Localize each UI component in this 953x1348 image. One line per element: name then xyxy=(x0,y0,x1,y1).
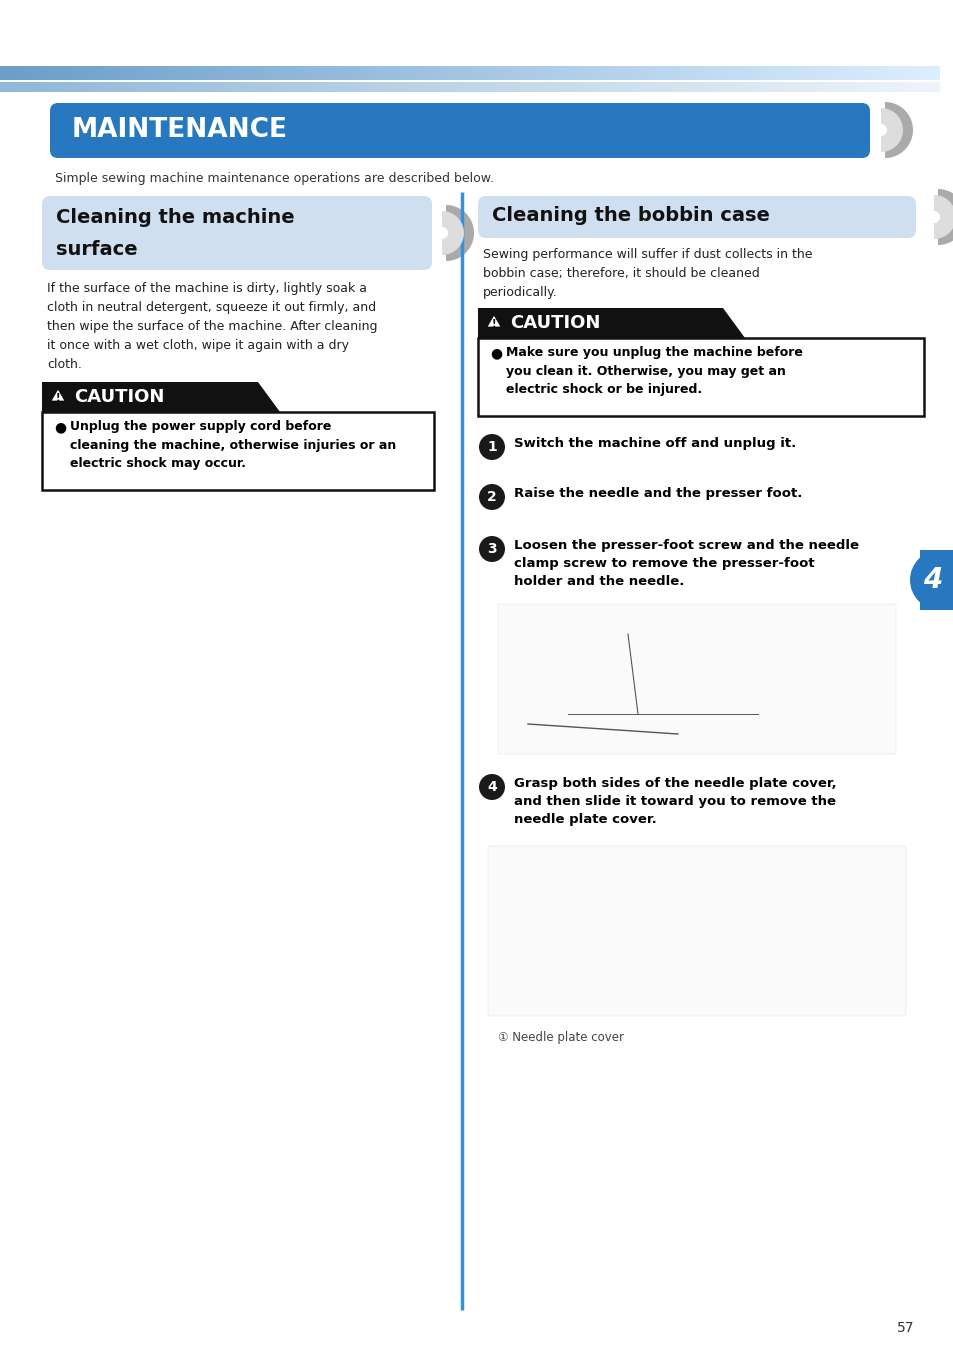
Circle shape xyxy=(478,434,504,460)
Polygon shape xyxy=(441,212,463,255)
Polygon shape xyxy=(487,315,500,328)
Polygon shape xyxy=(51,390,65,400)
Text: 4: 4 xyxy=(487,780,497,794)
Text: ●: ● xyxy=(490,346,501,360)
FancyBboxPatch shape xyxy=(42,195,432,270)
Text: !: ! xyxy=(491,319,496,329)
Polygon shape xyxy=(257,381,279,412)
Text: 3: 3 xyxy=(487,542,497,555)
Text: Cleaning the bobbin case: Cleaning the bobbin case xyxy=(492,206,769,225)
Polygon shape xyxy=(722,307,744,338)
Polygon shape xyxy=(884,102,912,158)
Text: Switch the machine off and unplug it.: Switch the machine off and unplug it. xyxy=(514,437,796,450)
Text: ●: ● xyxy=(54,421,66,434)
Text: Unplug the power supply cord before
cleaning the machine, otherwise injuries or : Unplug the power supply cord before clea… xyxy=(70,421,395,470)
Bar xyxy=(477,307,722,338)
Text: CAUTION: CAUTION xyxy=(510,314,599,332)
Text: !: ! xyxy=(55,394,60,403)
Polygon shape xyxy=(880,108,902,152)
Circle shape xyxy=(909,550,953,611)
Polygon shape xyxy=(937,189,953,245)
Text: surface: surface xyxy=(56,240,137,259)
Text: Cleaning the machine: Cleaning the machine xyxy=(56,208,294,226)
Text: Simple sewing machine maintenance operations are described below.: Simple sewing machine maintenance operat… xyxy=(55,173,494,185)
Polygon shape xyxy=(933,195,953,239)
Circle shape xyxy=(478,774,504,799)
Text: CAUTION: CAUTION xyxy=(74,388,164,406)
Bar xyxy=(488,847,905,1016)
Bar xyxy=(497,604,895,754)
Polygon shape xyxy=(446,205,474,262)
Text: Make sure you unplug the machine before
you clean it. Otherwise, you may get an
: Make sure you unplug the machine before … xyxy=(505,346,802,396)
FancyBboxPatch shape xyxy=(477,195,915,239)
Text: 1: 1 xyxy=(487,439,497,454)
Text: Sewing performance will suffer if dust collects in the
bobbin case; therefore, i: Sewing performance will suffer if dust c… xyxy=(482,248,812,299)
Circle shape xyxy=(478,484,504,510)
Text: ① Needle plate cover: ① Needle plate cover xyxy=(497,1031,623,1043)
Circle shape xyxy=(478,537,504,562)
Text: MAINTENANCE: MAINTENANCE xyxy=(71,117,288,143)
Bar xyxy=(477,338,923,417)
FancyBboxPatch shape xyxy=(50,102,869,158)
Text: Raise the needle and the presser foot.: Raise the needle and the presser foot. xyxy=(514,487,801,500)
Text: 2: 2 xyxy=(487,491,497,504)
Bar xyxy=(42,412,434,491)
Bar xyxy=(42,381,257,412)
Text: 57: 57 xyxy=(896,1321,914,1335)
Text: 4: 4 xyxy=(923,566,942,594)
Bar xyxy=(919,550,953,611)
Text: Loosen the presser-foot screw and the needle
clamp screw to remove the presser-f: Loosen the presser-foot screw and the ne… xyxy=(514,539,858,588)
Text: If the surface of the machine is dirty, lightly soak a
cloth in neutral detergen: If the surface of the machine is dirty, … xyxy=(47,282,377,371)
Text: Grasp both sides of the needle plate cover,
and then slide it toward you to remo: Grasp both sides of the needle plate cov… xyxy=(514,776,836,826)
